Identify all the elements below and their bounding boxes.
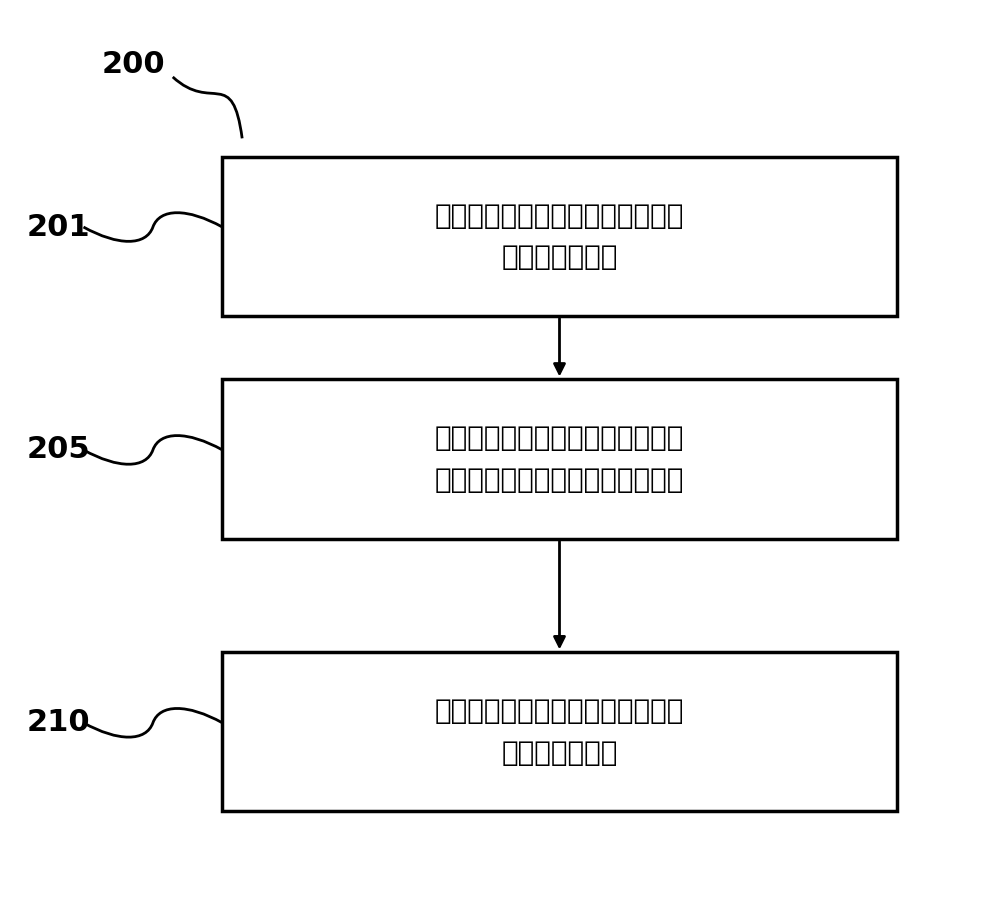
FancyBboxPatch shape xyxy=(222,653,897,812)
Text: 提供包括与目标结构对应的参考结
构的参考图像；: 提供包括与目标结构对应的参考结 构的参考图像； xyxy=(435,202,684,271)
Text: 210: 210 xyxy=(27,709,91,737)
FancyBboxPatch shape xyxy=(222,379,897,539)
Text: 基于参考结构的轮廓和包括目标结
构的图像，确定目标结构的轮廓；: 基于参考结构的轮廓和包括目标结 构的图像，确定目标结构的轮廓； xyxy=(435,424,684,494)
Text: 201: 201 xyxy=(27,213,91,241)
Text: 200: 200 xyxy=(101,50,165,79)
FancyBboxPatch shape xyxy=(222,157,897,316)
Text: 205: 205 xyxy=(27,435,91,465)
Text: 基于目标结构的轮廓，确定目标结
构的形貌参数。: 基于目标结构的轮廓，确定目标结 构的形貌参数。 xyxy=(435,698,684,767)
